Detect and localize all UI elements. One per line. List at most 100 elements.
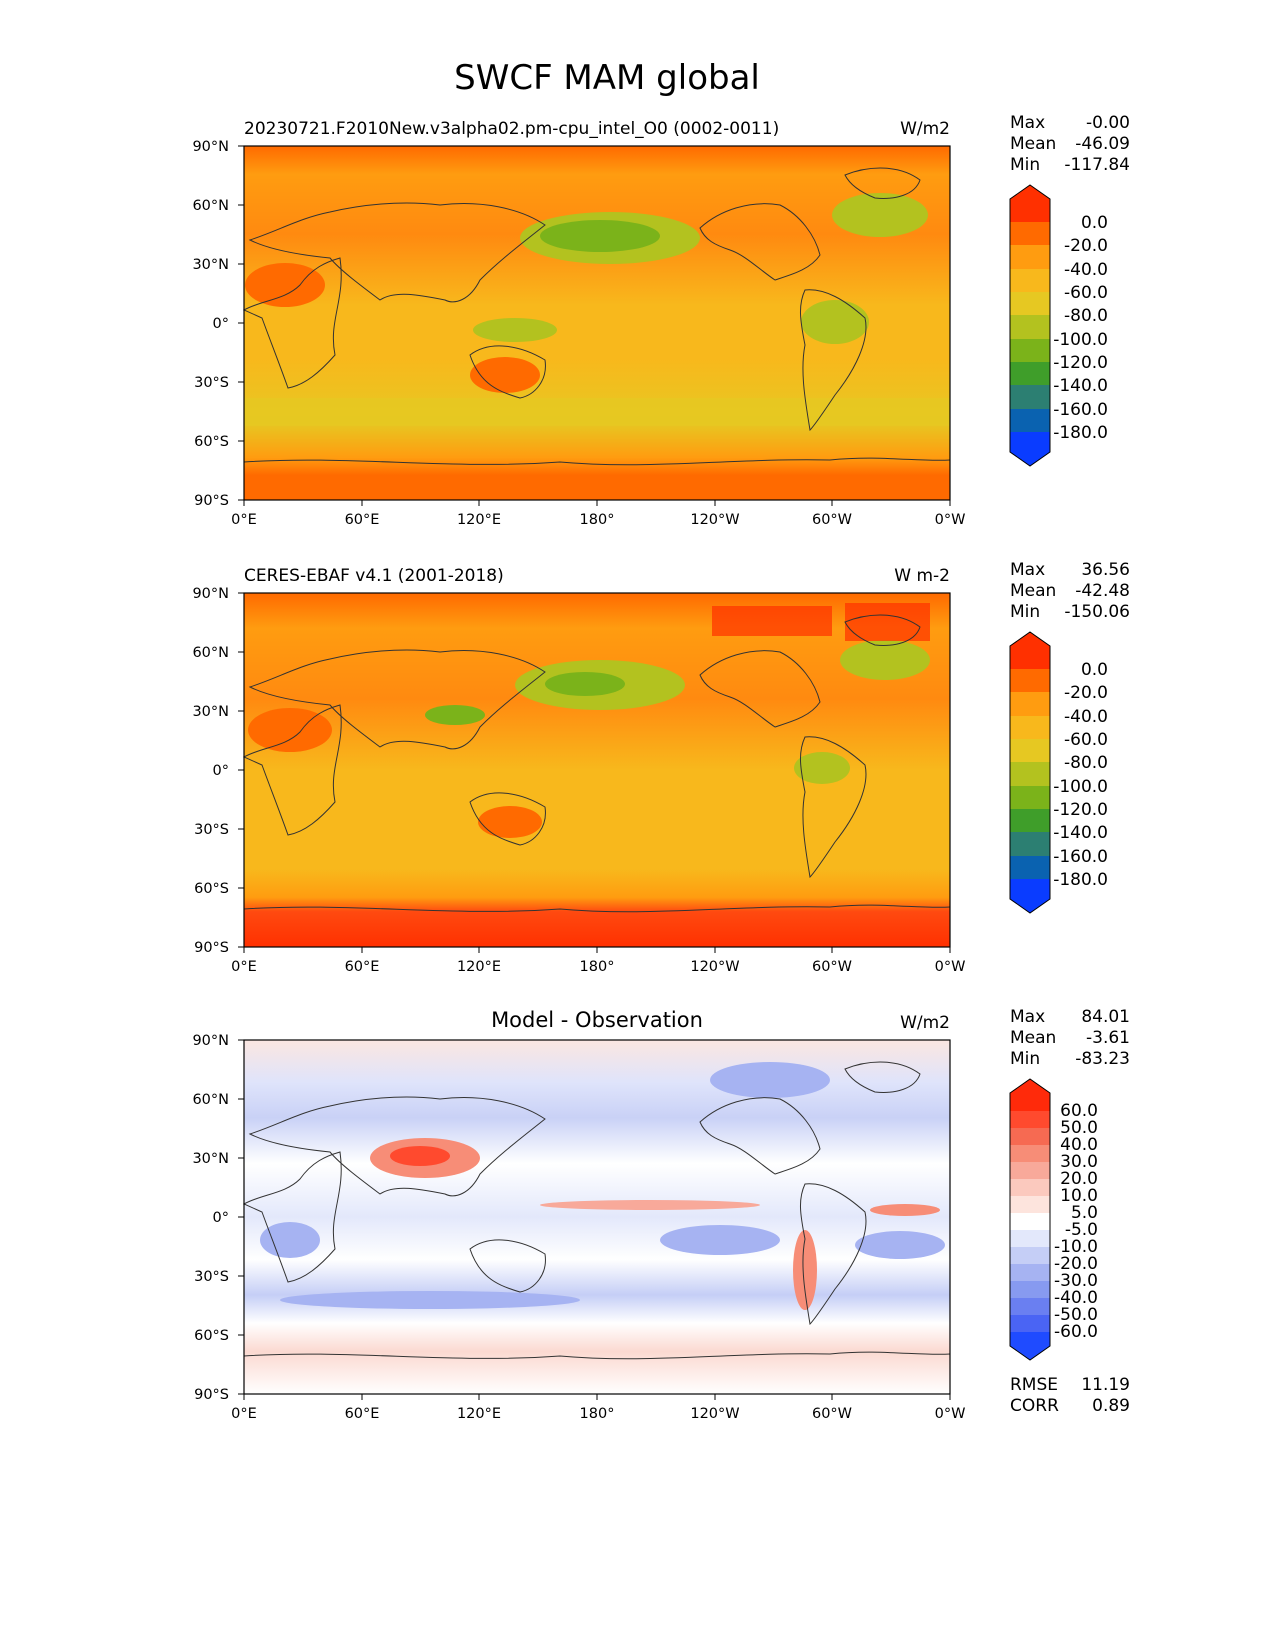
y-tick-label: 30°N (192, 1151, 229, 1167)
x-tick-label: 120°W (690, 512, 739, 528)
obs-australia (478, 806, 542, 838)
colorbar-label: -5.0 (1065, 1220, 1098, 1240)
y-tick-label: 30°S (194, 1269, 229, 1285)
panel-model-colorbar: 0.0 -20.0 -40.0 -60.0 -80.0 -100.0 -120.… (1009, 184, 1108, 467)
stat-value: -3.61 (1086, 1028, 1130, 1048)
x-tick-label: 0°E (231, 959, 257, 975)
x-tick-label: 60°E (345, 959, 380, 975)
colorbar-box (1010, 1247, 1050, 1264)
x-tick-label: 60°E (345, 1406, 380, 1422)
colorbar-box (1010, 739, 1050, 762)
colorbar-label: -100.0 (1053, 330, 1108, 350)
y-tick-label: 90°N (192, 1033, 229, 1049)
x-tick-label: 60°W (812, 959, 852, 975)
figure-title: SWCF MAM global (454, 58, 760, 98)
obs-sahara (248, 708, 332, 752)
colorbar-label: -60.0 (1064, 730, 1108, 750)
diff-satlantic-negative (855, 1231, 945, 1259)
stat-value: 0.89 (1092, 1396, 1130, 1416)
colorbar-label: -20.0 (1054, 1254, 1098, 1274)
y-tick-label: 90°S (194, 493, 229, 509)
y-tick-label: 0° (213, 763, 229, 779)
colorbar-label: 0.0 (1081, 213, 1108, 233)
stat-value: -117.84 (1064, 155, 1130, 175)
stat-value: -150.06 (1064, 602, 1130, 622)
stat-label: Min (1010, 155, 1040, 175)
y-tick-label: 60°S (194, 881, 229, 897)
x-tick-label: 180° (580, 1406, 615, 1422)
colorbar-label: 20.0 (1060, 1169, 1098, 1189)
stat-label: Max (1010, 113, 1045, 133)
colorbar-label: -40.0 (1054, 1288, 1098, 1308)
y-tick-label: 60°N (192, 645, 229, 661)
colorbar-box (1010, 879, 1050, 899)
colorbar-label: -100.0 (1053, 777, 1108, 797)
colorbar-min-extend (1010, 1346, 1050, 1360)
panel-observation-title: CERES-EBAF v4.1 (2001-2018) (244, 566, 504, 586)
panel-observation-units: W m-2 (894, 566, 950, 586)
stat-label: CORR (1010, 1396, 1059, 1416)
panel-observation: CERES-EBAF v4.1 (2001-2018) W m-2 (192, 560, 1130, 975)
y-tick-label: 60°N (192, 198, 229, 214)
colorbar-box (1010, 1332, 1050, 1346)
x-tick-label: 180° (580, 959, 615, 975)
colorbar-outline (1009, 1078, 1051, 1361)
colorbar-label: 60.0 (1060, 1101, 1098, 1121)
colorbar-label: -120.0 (1053, 353, 1108, 373)
colorbar-box (1010, 1111, 1050, 1128)
obs-npacific-core (545, 672, 625, 696)
colorbar-label: -30.0 (1054, 1271, 1098, 1291)
panel-observation-yaxis: 90°N 60°N 30°N 0° 30°S 60°S 90°S (192, 586, 244, 956)
panel-difference-yaxis: 90°N 60°N 30°N 0° 30°S 60°S 90°S (192, 1033, 244, 1403)
diff-eq-atlantic-positive (870, 1204, 940, 1216)
panel-difference-colorbar: 60.0 50.0 40.0 30.0 20.0 10.0 5.0 -5.0 -… (1009, 1078, 1098, 1361)
stat-value: -42.48 (1075, 581, 1130, 601)
diff-andes-positive (793, 1230, 817, 1310)
model-npacific-core (540, 220, 660, 252)
colorbar-box (1010, 832, 1050, 856)
stat-label: Mean (1010, 581, 1056, 601)
diff-tibet-core (390, 1146, 450, 1166)
y-tick-label: 0° (213, 316, 229, 332)
stat-label: Min (1010, 602, 1040, 622)
model-sahara (245, 263, 325, 307)
y-tick-label: 90°S (194, 1387, 229, 1403)
x-tick-label: 120°W (690, 1406, 739, 1422)
panel-model-xaxis: 0°E 60°E 120°E 180° 120°W 60°W 0°W (231, 500, 965, 528)
model-australia (470, 357, 540, 393)
x-tick-label: 120°E (457, 512, 501, 528)
colorbar-max-extend (1010, 632, 1050, 646)
panel-model-title: 20230721.F2010New.v3alpha02.pm-cpu_intel… (244, 119, 779, 139)
y-tick-label: 90°S (194, 940, 229, 956)
colorbar-label: -160.0 (1053, 400, 1108, 420)
stat-label: Mean (1010, 1028, 1056, 1048)
x-tick-label: 60°E (345, 512, 380, 528)
colorbar-outline (1009, 631, 1051, 914)
stat-value: -46.09 (1075, 134, 1130, 154)
panel-model-yaxis: 90°N 60°N 30°N 0° 30°S 60°S 90°S (192, 139, 244, 509)
y-tick-label: 30°N (192, 704, 229, 720)
obs-greenland (845, 603, 930, 641)
colorbar-label: 5.0 (1071, 1203, 1098, 1223)
colorbar-label: -50.0 (1054, 1305, 1098, 1325)
colorbar-box (1010, 222, 1050, 245)
diff-southern-negative (280, 1291, 580, 1309)
colorbar-box (1010, 245, 1050, 269)
colorbar-box (1010, 1128, 1050, 1145)
y-tick-label: 30°S (194, 375, 229, 391)
colorbar-label: -80.0 (1064, 753, 1108, 773)
colorbar-label: -160.0 (1053, 847, 1108, 867)
colorbar-box (1010, 1264, 1050, 1281)
x-tick-label: 120°E (457, 1406, 501, 1422)
panel-difference-title: Model - Observation (491, 1008, 703, 1032)
panel-difference-field (244, 1040, 950, 1394)
panel-observation-xaxis: 0°E 60°E 120°E 180° 120°W 60°W 0°W (231, 947, 965, 975)
colorbar-label: 50.0 (1060, 1118, 1098, 1138)
stat-label: Mean (1010, 134, 1056, 154)
obs-natlantic-cloud (840, 640, 930, 680)
colorbar-box (1010, 292, 1050, 315)
panel-model: 20230721.F2010New.v3alpha02.pm-cpu_intel… (192, 113, 1130, 528)
colorbar-label: 40.0 (1060, 1135, 1098, 1155)
y-tick-label: 60°S (194, 434, 229, 450)
colorbar-box (1010, 669, 1050, 692)
